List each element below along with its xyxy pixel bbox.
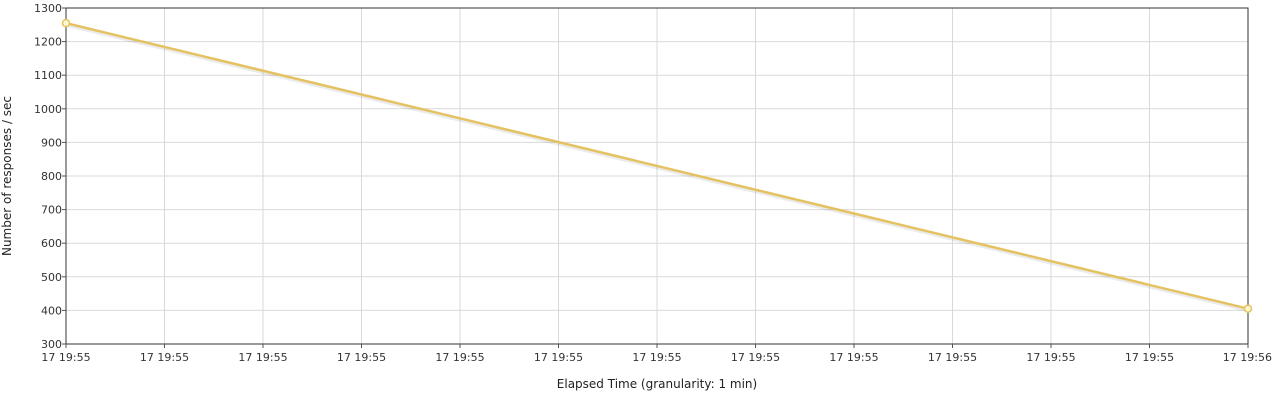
chart-grid (65, 7, 1249, 345)
series-layer (61, 18, 1253, 313)
series-line-shadow (65, 23, 1249, 313)
x-tick-label: 17 19:55 (337, 351, 386, 364)
x-tick-label: 17 19:55 (731, 351, 780, 364)
x-tick-label: 17 19:56 (1223, 351, 1272, 364)
x-tick-label: 17 19:55 (928, 351, 977, 364)
y-tick-label: 1300 (34, 2, 62, 15)
y-tick-label: 1200 (34, 36, 62, 49)
series-line (65, 21, 1249, 310)
data-point[interactable] (1243, 304, 1253, 313)
y-tick-label: 1000 (34, 103, 62, 116)
x-tick-label: 17 19:55 (1125, 351, 1174, 364)
x-tick-label: 17 19:55 (534, 351, 583, 364)
x-tick-label: 17 19:55 (41, 351, 90, 364)
y-tick-label: 600 (41, 237, 62, 250)
y-axis-ticks: 300 400 500 600 700 800 900 1000 1100 1200 1300 (34, 2, 66, 351)
y-tick-label: 900 (41, 136, 62, 149)
y-tick-label: 700 (41, 204, 62, 217)
x-tick-label: 17 19:55 (140, 351, 189, 364)
y-tick-label: 300 (41, 338, 62, 351)
y-tick-label: 400 (41, 304, 62, 317)
y-tick-label: 800 (41, 170, 62, 183)
data-point[interactable] (61, 18, 71, 28)
x-tick-label: 17 19:55 (435, 351, 484, 364)
y-tick-label: 500 (41, 271, 62, 284)
x-axis-ticks: 17 19:55 17 19:55 17 19:55 17 19:55 17 19:55… (41, 344, 1272, 364)
y-tick-label: 1100 (34, 69, 62, 82)
y-axis-title: Number of responses / sec (0, 96, 14, 256)
x-tick-label: 17 19:55 (1026, 351, 1075, 364)
x-axis-title: Elapsed Time (granularity: 1 min) (557, 377, 757, 391)
x-tick-label: 17 19:55 (829, 351, 878, 364)
x-tick-label: 17 19:55 (238, 351, 287, 364)
x-tick-label: 17 19:55 (632, 351, 681, 364)
